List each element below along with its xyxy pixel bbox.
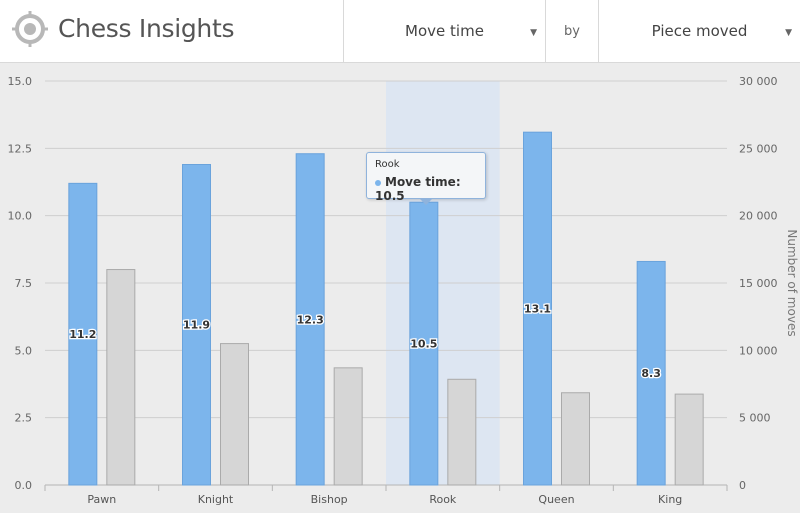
y-left-tick-label: 10.0: [8, 210, 33, 223]
app-header: Chess Insights Move time ▼ by Piece move…: [0, 0, 800, 63]
x-category-label: Rook: [429, 493, 457, 506]
y-right-axis-title: Number of moves: [785, 229, 799, 336]
chart-area: 0.0 0 2.5 5 000 5.0 10 000 7.5 15 000 10.0 20 000…: [0, 63, 800, 509]
y-right-tick-label: 25 000: [739, 142, 778, 155]
data-label: 10.5: [410, 338, 437, 351]
dimension-select[interactable]: Piece moved ▼: [598, 0, 800, 62]
tooltip-pointer: [419, 198, 433, 205]
bar-number-of-moves: [674, 393, 704, 486]
x-category-label: Knight: [198, 493, 234, 506]
bar-move-time: [182, 163, 211, 486]
bar-number-of-moves: [447, 378, 477, 486]
bar-move-time: [409, 201, 439, 486]
target-logo-icon: [12, 11, 48, 47]
y-right-tick-label: 30 000: [739, 75, 778, 88]
bar-move-time: [523, 131, 552, 486]
y-left-tick-label: 2.5: [15, 412, 33, 425]
y-left-tick-label: 0.0: [15, 479, 33, 492]
metric-select-value: Move time: [405, 22, 484, 40]
y-right-tick-label: 5 000: [739, 412, 771, 425]
y-left-tick-label: 5.0: [15, 344, 33, 357]
data-label: 11.2: [69, 328, 96, 341]
x-category-label: Bishop: [311, 493, 348, 506]
y-right-tick-label: 0: [739, 479, 746, 492]
x-category-label: King: [658, 493, 682, 506]
tooltip-line: Move time: 10.5: [375, 175, 477, 203]
metric-select[interactable]: Move time ▼: [343, 0, 545, 62]
chevron-down-icon: ▼: [785, 28, 792, 38]
y-left-tick-label: 15.0: [8, 75, 33, 88]
series-dot-icon: [375, 179, 381, 186]
data-label: 11.9: [183, 319, 210, 332]
bar-chart: 0.0 0 2.5 5 000 5.0 10 000 7.5 15 000 10.0 20 000…: [8, 75, 800, 506]
bar-number-of-moves: [561, 392, 590, 486]
bar-move-time: [68, 182, 98, 486]
data-label: 12.3: [297, 313, 324, 326]
bar-move-time: [636, 260, 666, 486]
data-label: 8.3: [641, 367, 661, 380]
bar-move-time: [295, 153, 325, 486]
bar-number-of-moves: [106, 269, 136, 486]
y-right-tick-label: 20 000: [739, 210, 778, 223]
chart-tooltip: Rook Move time: 10.5: [366, 152, 486, 203]
bar-number-of-moves: [220, 343, 249, 486]
tooltip-title: Rook: [375, 159, 400, 170]
tooltip-value: Move time: 10.5: [375, 175, 461, 203]
data-label: 13.1: [524, 303, 551, 316]
brand: Chess Insights: [0, 0, 343, 62]
y-left-tick-label: 12.5: [8, 142, 33, 155]
dimension-select-value: Piece moved: [651, 22, 748, 40]
y-right-tick-label: 10 000: [739, 344, 778, 357]
y-right-tick-label: 15 000: [739, 277, 778, 290]
bar-number-of-moves: [333, 367, 363, 486]
y-left-tick-label: 7.5: [15, 277, 33, 290]
by-label: by: [545, 0, 598, 62]
chevron-down-icon: ▼: [530, 28, 537, 38]
x-category-label: Pawn: [87, 493, 116, 506]
app-title: Chess Insights: [58, 14, 235, 43]
x-category-label: Queen: [538, 493, 574, 506]
